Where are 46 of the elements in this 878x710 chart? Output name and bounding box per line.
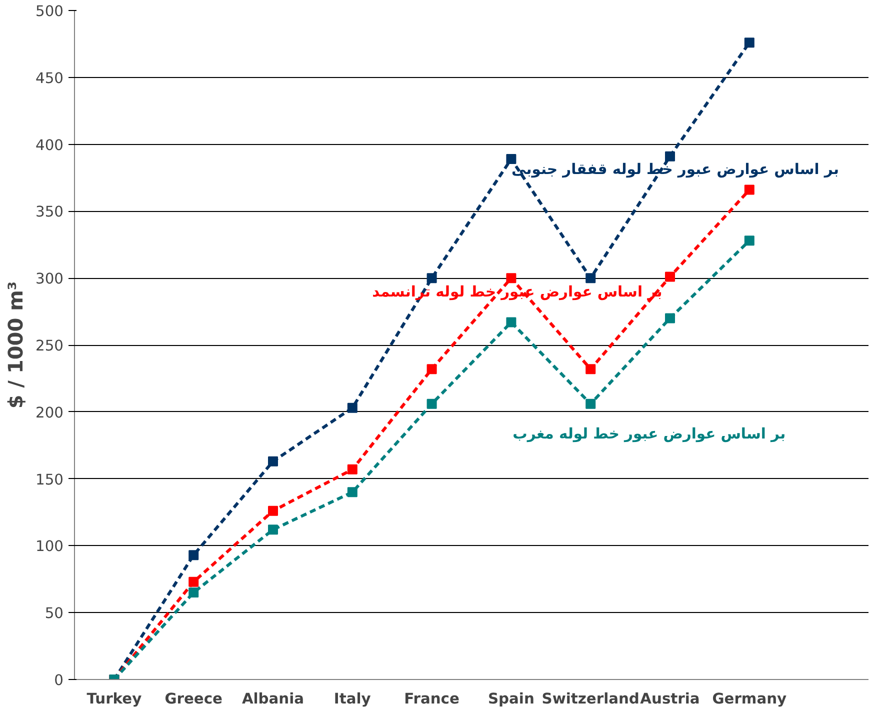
x-tick-label: Albania bbox=[242, 690, 304, 708]
point bbox=[665, 151, 675, 162]
x-tick-label: Greece bbox=[164, 690, 223, 708]
point bbox=[744, 184, 754, 195]
x-tick-label: Turkey bbox=[86, 690, 142, 708]
y-tick-label: 50 bbox=[44, 605, 64, 622]
text: بر اساس عوارض عبور خط لوله مغرب bbox=[512, 425, 786, 442]
point bbox=[188, 576, 199, 587]
point bbox=[426, 364, 437, 374]
point bbox=[665, 272, 675, 282]
point bbox=[744, 38, 754, 48]
point bbox=[665, 313, 675, 324]
y-tick-label: 0 bbox=[54, 672, 64, 689]
point bbox=[506, 273, 516, 284]
point bbox=[426, 398, 437, 409]
point bbox=[347, 464, 358, 474]
point bbox=[744, 236, 754, 246]
point bbox=[586, 398, 596, 409]
point bbox=[586, 273, 596, 284]
y-tick-label: 350 bbox=[36, 204, 64, 221]
y-tick-label: 250 bbox=[36, 338, 64, 354]
y-tick-label: 500 bbox=[36, 3, 64, 20]
point bbox=[268, 524, 278, 535]
x-tick-label: Switzerland bbox=[542, 690, 640, 708]
point bbox=[506, 154, 516, 164]
x-tick-label: Germany bbox=[712, 690, 788, 708]
point bbox=[268, 506, 278, 516]
point bbox=[268, 456, 278, 466]
y-tick-label: 400 bbox=[36, 136, 64, 154]
y-tick-label: 300 bbox=[36, 270, 64, 288]
x-tick-label: Italy bbox=[334, 690, 372, 708]
x-tick-label: France bbox=[404, 690, 460, 708]
y-axis-title: $ / 1000 m³ bbox=[4, 281, 28, 409]
point bbox=[347, 402, 358, 413]
point bbox=[426, 273, 437, 284]
x-tick-label: Austria bbox=[640, 690, 700, 708]
y-tick-label: 150 bbox=[36, 471, 64, 488]
point bbox=[347, 487, 358, 498]
y-tick-label: 100 bbox=[36, 538, 64, 556]
point bbox=[586, 364, 596, 374]
point bbox=[188, 550, 199, 560]
point bbox=[506, 317, 516, 328]
point bbox=[188, 588, 199, 598]
y-tick-label: 200 bbox=[36, 404, 64, 422]
y-tick-label: 450 bbox=[36, 70, 64, 87]
x-tick-label: Spain bbox=[488, 690, 534, 708]
